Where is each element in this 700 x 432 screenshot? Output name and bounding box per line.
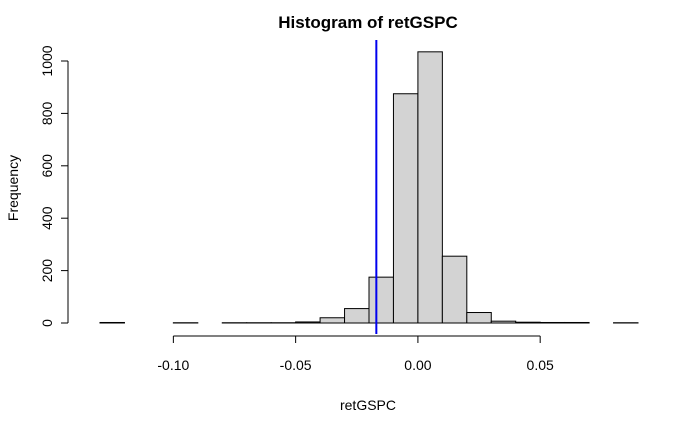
- chart-title: Histogram of retGSPC: [278, 13, 457, 32]
- histogram-bar: [564, 321, 590, 324]
- x-tick-label: 0.05: [527, 357, 554, 373]
- histogram-bar: [319, 317, 346, 324]
- y-axis: 0 200 400 600 800 1000: [39, 45, 69, 327]
- histogram-bar: [441, 255, 468, 324]
- y-tick-label: 400: [39, 206, 55, 230]
- histogram-bar: [99, 321, 125, 324]
- histogram-bar: [515, 321, 541, 324]
- y-axis-label: Frequency: [5, 155, 21, 221]
- x-axis-label: retGSPC: [340, 397, 396, 413]
- histogram-bar: [392, 93, 419, 324]
- histogram-bar: [490, 320, 517, 324]
- histogram-bar: [368, 276, 394, 324]
- histogram-bar: [539, 321, 566, 324]
- y-tick-label: 200: [39, 259, 55, 283]
- histogram-bar: [417, 51, 443, 324]
- histogram-bar: [295, 321, 321, 324]
- y-tick-label: 0: [39, 319, 55, 327]
- y-tick-label: 600: [39, 154, 55, 178]
- y-tick-label: 1000: [39, 45, 55, 76]
- bars-group: [99, 51, 639, 324]
- x-tick-label: -0.10: [157, 357, 189, 373]
- histogram-bar: [466, 312, 492, 324]
- x-tick-label: -0.05: [280, 357, 312, 373]
- x-tick-label: 0.00: [404, 357, 431, 373]
- x-axis: -0.10 -0.05 0.00 0.05: [157, 335, 554, 373]
- histogram-bar: [344, 308, 370, 324]
- y-tick-label: 800: [39, 102, 55, 126]
